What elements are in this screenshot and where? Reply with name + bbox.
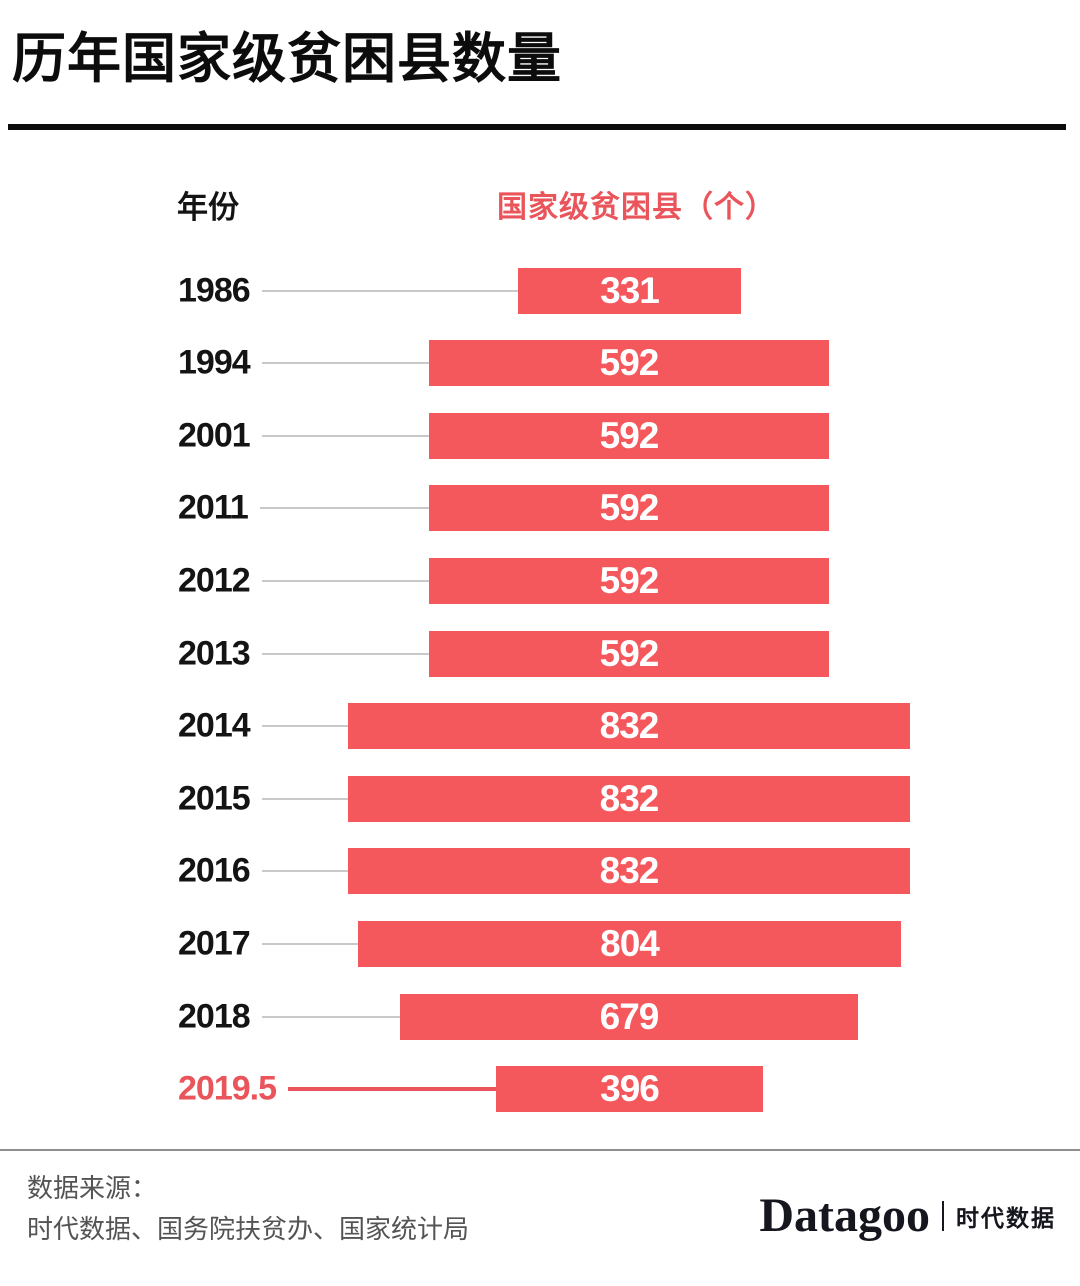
bar-value-label: 396 bbox=[600, 1068, 660, 1110]
logo-wordmark: Datagoo bbox=[759, 1189, 930, 1242]
bar-value-label: 592 bbox=[599, 342, 660, 384]
data-source: 数据来源： 时代数据、国务院扶贫办、国家统计局 bbox=[27, 1168, 469, 1250]
value-bar: 592 bbox=[429, 630, 829, 677]
value-bar: 592 bbox=[429, 412, 829, 459]
year-label: 2018 bbox=[178, 997, 251, 1035]
value-bar: 592 bbox=[429, 485, 829, 532]
connector-line bbox=[260, 507, 429, 510]
chart-row: 2015 832 bbox=[0, 762, 1080, 835]
column-header-year: 年份 bbox=[177, 190, 239, 225]
year-label: 2016 bbox=[178, 851, 251, 890]
bar-value-label: 832 bbox=[599, 705, 660, 747]
connector-line bbox=[262, 797, 348, 800]
connector-line bbox=[288, 1087, 496, 1092]
bar-value-label: 592 bbox=[599, 414, 660, 456]
value-bar: 592 bbox=[429, 557, 829, 604]
chart-row: 2001 592 bbox=[0, 399, 1080, 472]
value-bar: 331 bbox=[518, 267, 741, 314]
value-bar: 396 bbox=[496, 1066, 763, 1113]
title-divider bbox=[8, 124, 1066, 130]
connector-line bbox=[262, 725, 348, 728]
chart-row: 2012 592 bbox=[0, 544, 1080, 617]
year-label: 2012 bbox=[178, 561, 251, 600]
bar-value-label: 832 bbox=[599, 777, 660, 819]
data-source-label: 数据来源： bbox=[27, 1173, 158, 1203]
footer-divider bbox=[0, 1149, 1080, 1151]
connector-line bbox=[262, 1015, 400, 1018]
chart-row: 2014 832 bbox=[0, 690, 1080, 763]
bar-value-label: 804 bbox=[600, 922, 660, 964]
connector-line bbox=[262, 289, 518, 292]
chart-row: 2017 804 bbox=[0, 907, 1080, 980]
page-title: 历年国家级贫困县数量 bbox=[12, 29, 562, 89]
chart-row: 1994 592 bbox=[0, 327, 1080, 400]
bar-value-label: 331 bbox=[600, 269, 660, 311]
logo-separator bbox=[942, 1201, 944, 1231]
connector-line bbox=[262, 434, 429, 437]
chart-row: 1986 331 bbox=[0, 254, 1080, 327]
year-label: 2017 bbox=[178, 924, 251, 963]
chart-row: 2019.5 396 bbox=[0, 1053, 1080, 1126]
chart-row: 2018 679 bbox=[0, 980, 1080, 1053]
value-bar: 832 bbox=[348, 703, 910, 750]
logo-chinese-name: 时代数据 bbox=[956, 1205, 1056, 1231]
bar-value-label: 679 bbox=[599, 995, 660, 1037]
year-label: 2019.5 bbox=[178, 1069, 277, 1108]
value-bar: 832 bbox=[348, 848, 910, 895]
year-label: 2014 bbox=[178, 706, 251, 745]
connector-line bbox=[262, 579, 429, 582]
value-bar: 804 bbox=[358, 920, 901, 967]
bar-value-label: 592 bbox=[599, 559, 660, 601]
year-label: 2013 bbox=[178, 634, 251, 672]
chart-row: 2013 592 bbox=[0, 617, 1080, 690]
year-label: 1986 bbox=[178, 271, 251, 309]
connector-line bbox=[262, 942, 358, 945]
connector-line bbox=[262, 652, 429, 655]
bar-chart: 1986 331 1994 592 2001 592 2011 592 2012 592 2013 5… bbox=[0, 254, 1080, 1126]
bar-value-label: 832 bbox=[599, 850, 660, 892]
column-header-value: 国家级贫困县（个） bbox=[497, 191, 776, 224]
year-label: 2015 bbox=[178, 779, 251, 818]
year-label: 1994 bbox=[178, 343, 251, 382]
brand-logo: Datagoo 时代数据 bbox=[759, 1192, 1056, 1240]
chart-row: 2016 832 bbox=[0, 835, 1080, 908]
connector-line bbox=[262, 362, 429, 365]
chart-row: 2011 592 bbox=[0, 472, 1080, 545]
year-label: 2001 bbox=[178, 416, 251, 455]
year-label: 2011 bbox=[178, 488, 249, 527]
bar-value-label: 592 bbox=[599, 632, 660, 674]
connector-line bbox=[262, 870, 348, 873]
data-source-list: 时代数据、国务院扶贫办、国家统计局 bbox=[27, 1214, 470, 1244]
value-bar: 592 bbox=[429, 340, 829, 387]
value-bar: 832 bbox=[348, 775, 910, 822]
bar-value-label: 592 bbox=[599, 487, 660, 529]
value-bar: 679 bbox=[400, 993, 858, 1040]
